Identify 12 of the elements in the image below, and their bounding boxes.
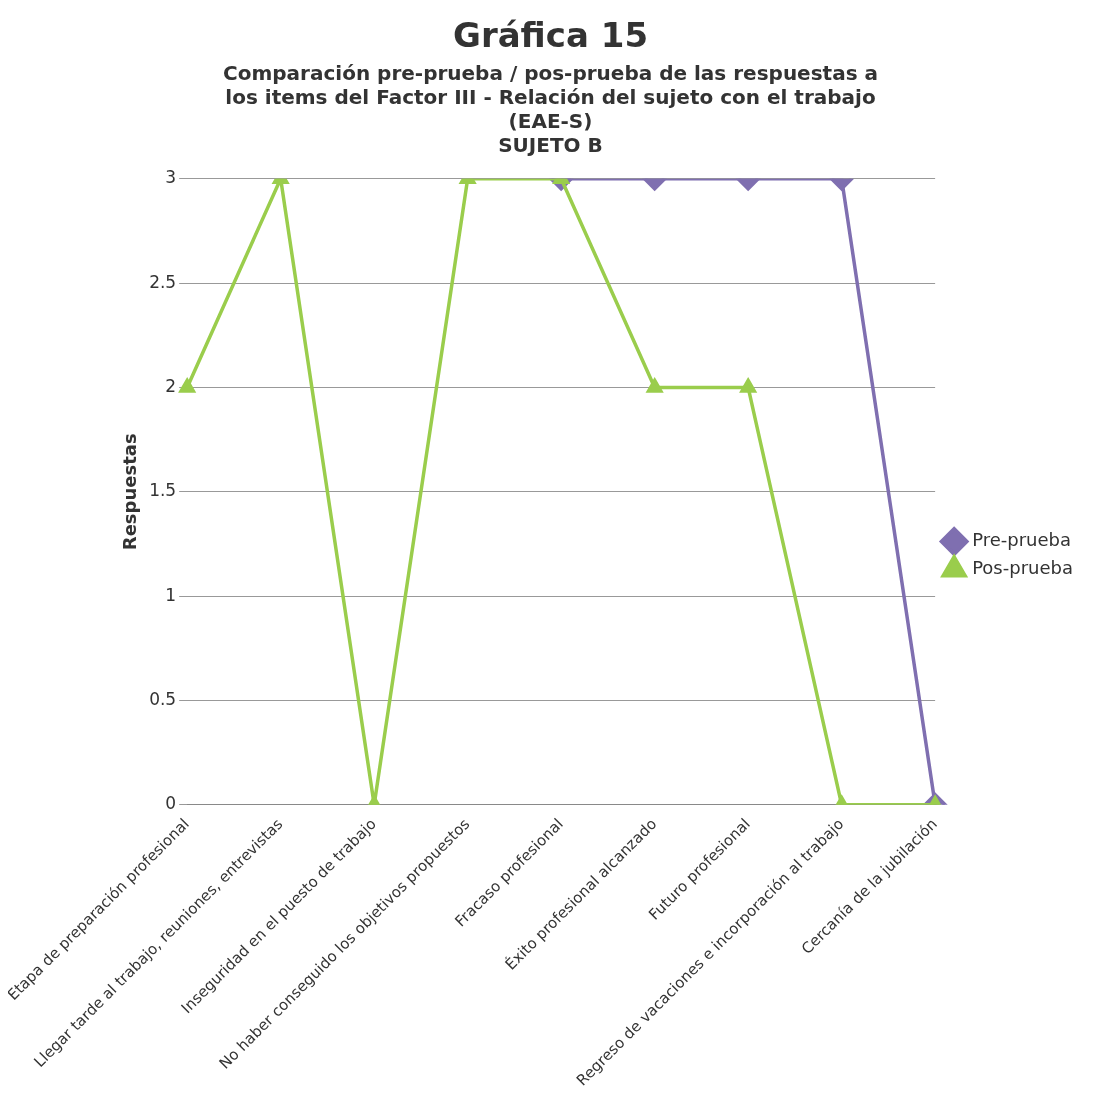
y-tick-label: 3 [165,167,177,188]
chart-title: Gráfica 15 [452,15,649,56]
y-tick-label: 2.5 [149,271,177,292]
y-tick-label: 2 [165,375,177,396]
legend-label: Pre-prueba [972,529,1072,551]
chart-subtitle: Comparación pre-prueba / pos-prueba de las respuestas a los items del Factor III - Relación del sujeto con el trabajo (EAE-S) SUJETO B [222,61,879,157]
y-axis-title: Respuestas [119,433,141,551]
y-tick-label: 1 [165,584,177,605]
legend-label: Pos-prueba [972,557,1074,579]
y-tick-label: 0 [165,793,177,814]
y-tick-label: 1.5 [149,480,177,501]
y-tick-label: 0.5 [149,688,177,709]
